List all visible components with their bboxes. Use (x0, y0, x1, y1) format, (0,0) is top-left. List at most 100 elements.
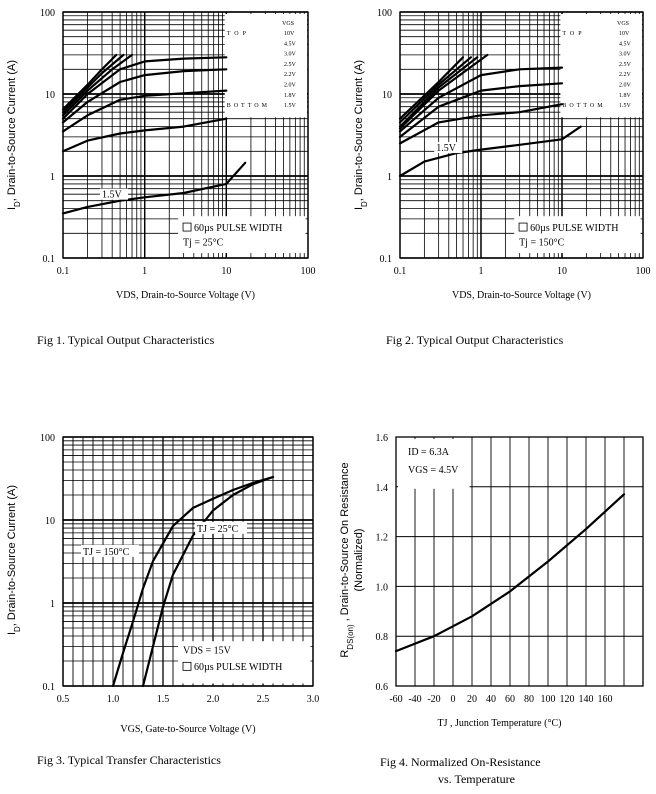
x-tick-label: 1 (142, 266, 147, 277)
figure-caption-line2: vs. Temperature (438, 772, 515, 786)
y-axis-label: ID, Drain-to-Source Current (A) (6, 60, 22, 210)
x-tick-label: 160 (598, 694, 613, 705)
annotation-box (514, 216, 641, 254)
x-tick-label: 0.1 (394, 266, 407, 277)
legend-entry: 3.0V (284, 52, 297, 58)
x-tick-label: 2.5 (257, 694, 270, 705)
figure-caption: Fig 1. Typical Output Characteristics (37, 333, 215, 347)
x-tick-label: 20 (467, 694, 477, 705)
y-tick-label: 1.4 (376, 483, 389, 494)
y-axis-label-line2: (Normalized) (353, 529, 365, 592)
legend-entry: 1.8V (284, 93, 297, 99)
legend-box (224, 14, 307, 118)
series-line-2-5v (61, 56, 228, 120)
x-axis-label: VDS, Drain-to-Source Voltage (V) (116, 290, 255, 301)
checkbox-square-icon (182, 661, 192, 671)
legend-entry: 2.0V (619, 83, 632, 89)
y-tick-label: 0.8 (376, 632, 389, 643)
series-label-25c: TJ = 25°C (197, 524, 239, 535)
chart-2: 0.1 1 10 100 0.1 1 10 100 VDS, Drain-to-Source V… (353, 8, 651, 347)
legend-header: VGS (282, 21, 294, 27)
series-label-150c: TJ = 150°C (83, 547, 130, 558)
x-axis-label: VGS, Gate-to-Source Voltage (V) (120, 724, 255, 735)
curve-label-1-5v: 1.5V (102, 190, 123, 201)
series-line-2-0v (398, 82, 564, 138)
legend-entry: 4.5V (619, 41, 632, 47)
series-line-3-0v (398, 56, 479, 128)
series-label-bg (81, 544, 139, 557)
curve-label-1-5v: 1.5V (436, 143, 457, 154)
legend-entry: 10V (619, 31, 630, 37)
series-line-tj-150-c (111, 475, 275, 688)
curve-label-bg (434, 142, 463, 154)
figure-caption: Fig 4. Normalized On-Resistance (380, 755, 541, 769)
curve-label-bg (99, 188, 128, 200)
legend-entry: 10V (284, 31, 295, 37)
y-tick-label: 0.1 (380, 254, 393, 265)
chart-1: 0.1 1 10 100 0.1 1 10 100 VDS, Drain-to-Source V… (6, 8, 316, 347)
annotation-id: ID = 6.3A (408, 447, 450, 458)
legend-header: VGS (617, 21, 629, 27)
legend-box (560, 14, 642, 118)
legend-bottom-label: BOTTOM (562, 103, 605, 109)
series-label-bg (195, 521, 247, 534)
annotation-pulse-width: 60µs PULSE WIDTH (194, 662, 282, 673)
series-line-3-0v (61, 53, 134, 117)
x-tick-label: -40 (408, 694, 421, 705)
y-tick-label: 10 (382, 90, 392, 101)
series-line-4-5v (398, 56, 472, 124)
y-tick-label: 1.6 (376, 433, 389, 444)
legend-entry: 2.0V (284, 83, 297, 89)
legend-bottom-label: BOTTOM (227, 103, 270, 109)
legend-entry: 4.5V (284, 41, 297, 47)
y-tick-label: 10 (45, 516, 55, 527)
plot-frame (395, 436, 644, 687)
plot-frame (62, 436, 314, 687)
x-tick-label: 3.0 (307, 694, 320, 705)
y-tick-label: 1.0 (376, 582, 389, 593)
y-tick-label: 100 (40, 433, 55, 444)
legend-entry: 2.2V (619, 72, 632, 78)
annotation-box (178, 641, 311, 684)
annotation-vgs: VGS = 4.5V (408, 465, 459, 476)
x-tick-label: 10 (221, 266, 231, 277)
series-line-10v (61, 53, 118, 111)
x-tick-label: 100 (541, 694, 556, 705)
x-axis-label: TJ , Junction Temperature (°C) (438, 718, 562, 729)
x-axis-label: VDS, Drain-to-Source Voltage (V) (452, 290, 591, 301)
annotation-pulse-width: 60µs PULSE WIDTH (530, 223, 618, 234)
legend-entry: 1.5V (284, 103, 297, 109)
chart-4: -60 -40 -20 0 20 40 60 80 100 120 140 160 0.6 0.8 1.0 1… (339, 433, 644, 786)
series-line-1-5v (61, 161, 247, 215)
x-tick-label: 2.0 (207, 694, 220, 705)
x-tick-label: 1.5 (157, 694, 170, 705)
legend-entry: 2.5V (284, 62, 297, 68)
series-line-4-5v (61, 53, 125, 114)
annotation-temperature: Tj = 150°C (519, 238, 565, 249)
legend-entry: 2.5V (619, 62, 632, 68)
x-tick-label: 120 (560, 694, 575, 705)
y-tick-label: 1 (50, 172, 55, 183)
x-tick-label: 100 (301, 266, 316, 277)
x-tick-label: -60 (389, 694, 402, 705)
legend-entry: 3.0V (619, 52, 632, 58)
y-axis-label: ID, Drain-to-Source Current (A) (6, 485, 22, 635)
y-tick-label: 100 (377, 8, 392, 19)
y-axis-label: ID, Drain-to-Source Current (A) (353, 60, 369, 210)
x-tick-label: 1.0 (107, 694, 120, 705)
y-tick-label: 0.1 (43, 254, 56, 265)
figure-caption: Fig 3. Typical Transfer Characteristics (37, 753, 221, 767)
annotation-vds: VDS = 15V (183, 646, 232, 657)
y-axis-label: RDS(on) , Drain-to-Source On Resistance (339, 462, 355, 657)
x-tick-label: 0.1 (57, 266, 70, 277)
y-tick-label: 1 (50, 599, 55, 610)
legend-entry: 2.2V (284, 72, 297, 78)
plot-frame (62, 11, 309, 259)
series-line-rdson (394, 493, 626, 653)
x-tick-label: 0.5 (57, 694, 70, 705)
x-tick-label: 140 (579, 694, 594, 705)
legend-entry: 1.5V (619, 103, 632, 109)
x-tick-label: -20 (427, 694, 440, 705)
series-line-2-5v (398, 53, 489, 130)
